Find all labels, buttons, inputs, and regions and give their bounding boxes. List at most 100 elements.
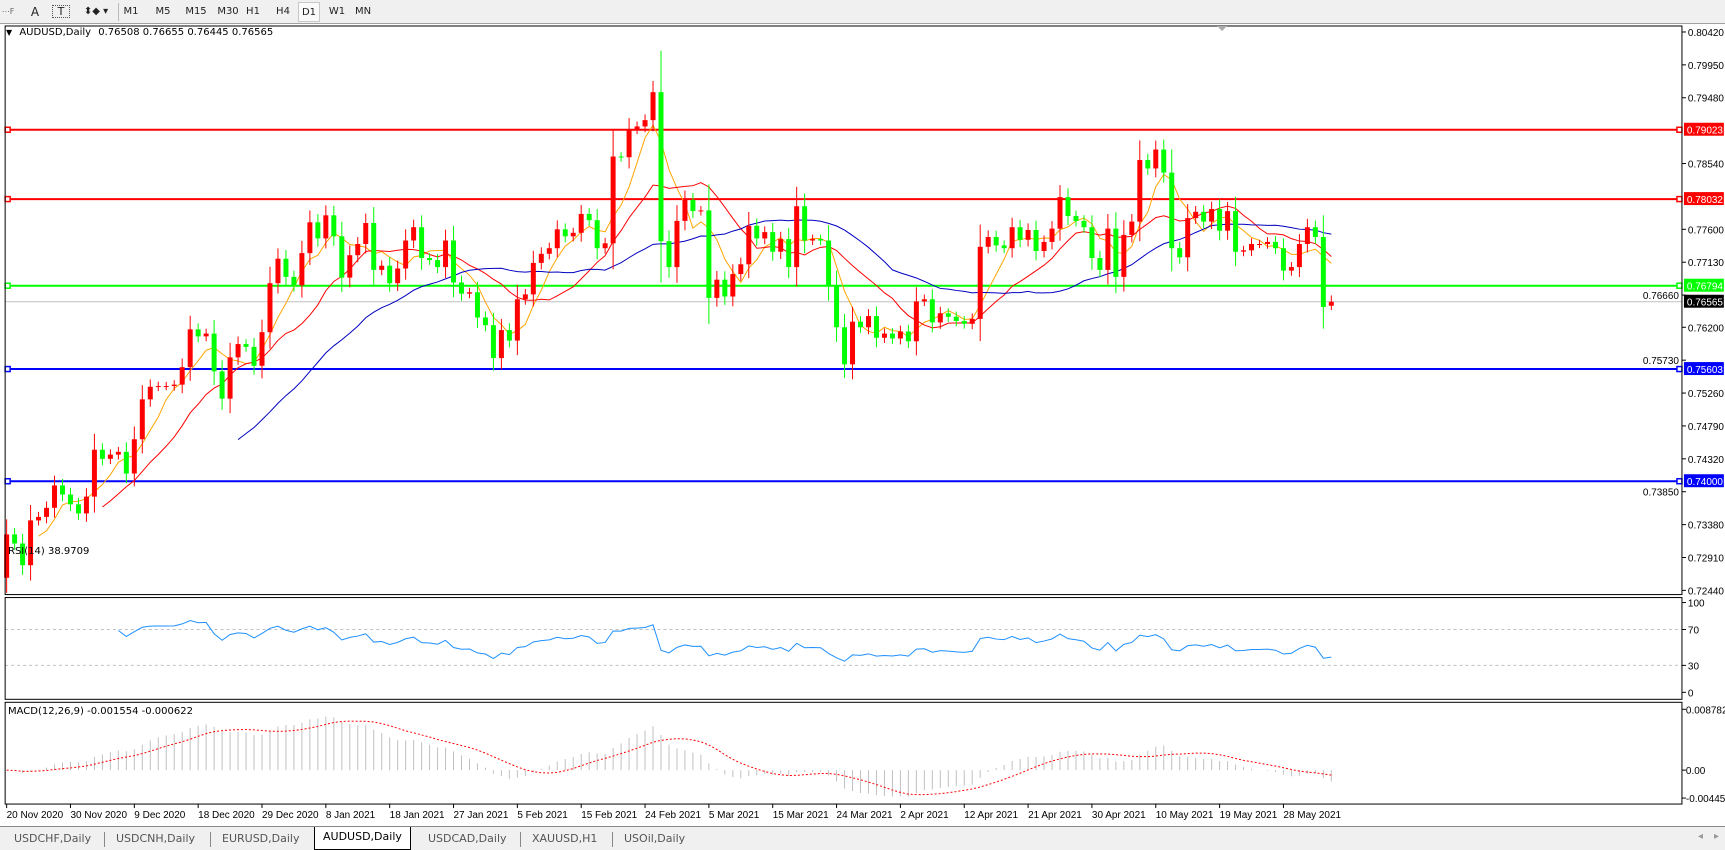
candle-body [1081, 220, 1087, 228]
date-label: 30 Apr 2021 [1092, 810, 1146, 821]
candle-body [650, 92, 656, 121]
date-label: 29 Dec 2020 [262, 810, 319, 821]
candle-body [1025, 230, 1031, 240]
date-label: 10 May 2021 [1156, 810, 1214, 821]
line-handle-right [1676, 126, 1683, 133]
candle-body [506, 330, 512, 341]
candle-body [1073, 216, 1079, 221]
date-label: 20 Nov 2020 [7, 810, 64, 821]
candle-body [714, 279, 720, 298]
candle-body [451, 240, 457, 283]
rsi-line [118, 619, 1332, 662]
candle-body [283, 258, 289, 277]
period-w1-button[interactable]: W1 [328, 6, 346, 17]
tab-usoil-daily[interactable]: USOil,Daily [624, 832, 686, 845]
tab-audusd-daily[interactable]: AUDUSD,Daily [314, 827, 411, 850]
candle-body [435, 260, 441, 268]
candle-body [187, 329, 193, 368]
candle-body [834, 285, 840, 328]
candle-body [323, 215, 329, 239]
candle-body [969, 318, 975, 324]
candle-body [139, 399, 145, 440]
candle-body [706, 210, 712, 298]
candle-body [1153, 149, 1159, 169]
candle-body [1129, 221, 1135, 235]
tab-usdchf-daily[interactable]: USDCHF,Daily [14, 832, 92, 845]
date-label: 30 Nov 2020 [70, 810, 127, 821]
candle-body [546, 248, 552, 254]
candle-body [243, 344, 249, 347]
candle-body [778, 239, 784, 252]
text-label-icon[interactable]: T [52, 5, 70, 18]
scroll-left-icon[interactable]: ◂ [1698, 831, 1704, 842]
candle-body [1137, 160, 1143, 222]
candle-body [658, 92, 664, 242]
candle-body [514, 299, 520, 341]
candle-body [474, 292, 480, 318]
candle-body [163, 386, 169, 388]
ma-mid-line [102, 182, 1332, 508]
candle-body [259, 332, 265, 366]
chart-header: ▼ AUDUSD,Daily 0.76508 0.76655 0.76445 0… [6, 27, 273, 38]
candle-body [44, 507, 50, 517]
grid-f-icon[interactable]: ⋯F [1, 7, 15, 16]
price-tick-label: 0.79480 [1688, 94, 1724, 105]
period-h4-button[interactable]: H4 [276, 6, 290, 17]
period-m1-button[interactable]: M1 [123, 6, 139, 17]
candle-body [91, 449, 97, 497]
price-line-label-bg [1683, 278, 1724, 292]
candle-body [28, 520, 34, 566]
tab-xauusd-h1[interactable]: XAUUSD,H1 [532, 832, 598, 845]
price-line-label-bg [1683, 122, 1724, 136]
candle-body [1249, 244, 1255, 251]
line-handle-right [1676, 365, 1683, 373]
period-d1-button[interactable]: D1 [298, 2, 320, 22]
candle-body [690, 199, 696, 212]
collapse-triangle-icon[interactable]: ▼ [6, 28, 13, 37]
candle-body [251, 346, 257, 366]
tab-eurusd-daily[interactable]: EURUSD,Daily [222, 832, 300, 845]
macd-tick-label: 0.00 [1686, 766, 1706, 777]
candle-body [211, 333, 217, 372]
period-m15-button[interactable]: M15 [185, 6, 207, 17]
macd-tick-label: -0.00445 [1686, 794, 1725, 805]
candle-body [674, 220, 680, 268]
candle-body [1257, 244, 1263, 246]
rsi-panel-frame [4, 597, 1683, 700]
current-price-label: 0.76565 [1687, 298, 1723, 309]
candle-body [626, 129, 632, 158]
candle-body [826, 240, 832, 286]
candle-body [1057, 197, 1063, 229]
price-line-label: 0.76794 [1687, 282, 1723, 293]
period-h1-button[interactable]: H1 [246, 6, 260, 17]
price-tick-label: 0.77600 [1688, 225, 1724, 236]
period-mn-button[interactable]: MN [354, 6, 372, 17]
period-m30-button[interactable]: M30 [217, 6, 239, 17]
candle-body [873, 316, 879, 338]
price-tick-label: 0.75730 [1643, 356, 1679, 367]
arrows-icon[interactable]: ⬍◆ ▾ [83, 6, 109, 17]
price-line-label: 0.75603 [1687, 365, 1723, 376]
scroll-right-icon[interactable]: ▸ [1714, 831, 1720, 842]
tab-usdcad-daily[interactable]: USDCAD,Daily [428, 832, 507, 845]
candle-body [75, 504, 81, 514]
text-a-icon[interactable]: A [30, 5, 40, 19]
chart-area[interactable]: 0.80420 0.79950 0.79480 0.78540 0.77600 0.771… [0, 24, 1725, 824]
candle-body [363, 223, 369, 245]
candle-body [1161, 149, 1167, 173]
candle-body [275, 258, 281, 284]
candle-body [682, 199, 688, 221]
candle-body [1177, 248, 1183, 258]
candle-body [746, 225, 752, 265]
candle-body [1272, 241, 1278, 249]
candle-body [195, 329, 201, 337]
candle-body [1145, 160, 1151, 169]
period-m5-button[interactable]: M5 [155, 6, 171, 17]
candle-body [1121, 234, 1127, 277]
date-label: 18 Dec 2020 [198, 810, 255, 821]
macd-tick-label: 0.008782 [1686, 705, 1725, 716]
candle-body [842, 327, 848, 365]
tab-separator [520, 832, 521, 847]
tab-usdcnh-daily[interactable]: USDCNH,Daily [116, 832, 196, 845]
candle-body [1033, 230, 1039, 252]
